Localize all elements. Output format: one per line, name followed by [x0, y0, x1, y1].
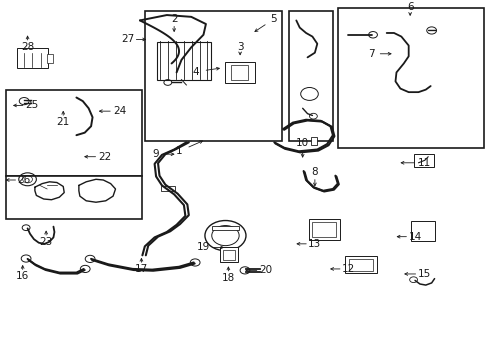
Text: 19: 19 — [197, 242, 210, 252]
Bar — [225, 62, 255, 83]
Text: 13: 13 — [308, 239, 321, 249]
Text: 10: 10 — [296, 139, 309, 148]
Text: 21: 21 — [57, 117, 70, 127]
Bar — [145, 12, 282, 140]
Bar — [222, 250, 235, 260]
Bar — [345, 256, 377, 273]
Text: 16: 16 — [16, 271, 29, 281]
Text: 11: 11 — [417, 158, 431, 168]
Text: 25: 25 — [25, 100, 38, 111]
Text: 26: 26 — [18, 175, 31, 185]
Bar — [289, 12, 333, 140]
Text: 24: 24 — [113, 106, 126, 116]
Text: 4: 4 — [193, 67, 199, 77]
Bar — [309, 220, 340, 240]
Bar — [338, 8, 485, 148]
Text: 3: 3 — [237, 42, 244, 51]
Text: 2: 2 — [171, 14, 177, 24]
Text: 28: 28 — [21, 42, 34, 51]
Text: 14: 14 — [408, 232, 422, 242]
Bar — [47, 54, 53, 63]
Bar — [311, 137, 317, 145]
Text: 20: 20 — [259, 265, 272, 275]
Bar — [212, 226, 239, 230]
Text: 6: 6 — [407, 2, 414, 12]
Text: 15: 15 — [418, 269, 431, 279]
Bar — [17, 48, 48, 68]
Bar — [231, 65, 248, 80]
Bar — [348, 259, 373, 271]
Text: 8: 8 — [312, 167, 318, 177]
Text: 5: 5 — [270, 14, 277, 24]
Text: 1: 1 — [176, 146, 182, 156]
Bar — [5, 176, 143, 220]
Text: 9: 9 — [153, 149, 159, 159]
Text: 27: 27 — [121, 35, 134, 44]
Bar — [220, 247, 238, 262]
Text: 22: 22 — [98, 152, 111, 162]
Text: 18: 18 — [222, 273, 235, 283]
Text: 17: 17 — [135, 264, 148, 274]
Bar — [161, 186, 174, 191]
Text: 12: 12 — [342, 264, 355, 274]
Bar — [5, 90, 143, 176]
Text: 23: 23 — [40, 237, 53, 247]
Bar — [313, 222, 336, 237]
Text: 7: 7 — [368, 49, 374, 59]
Bar — [157, 42, 211, 80]
Bar — [411, 221, 435, 241]
Bar — [414, 154, 434, 167]
